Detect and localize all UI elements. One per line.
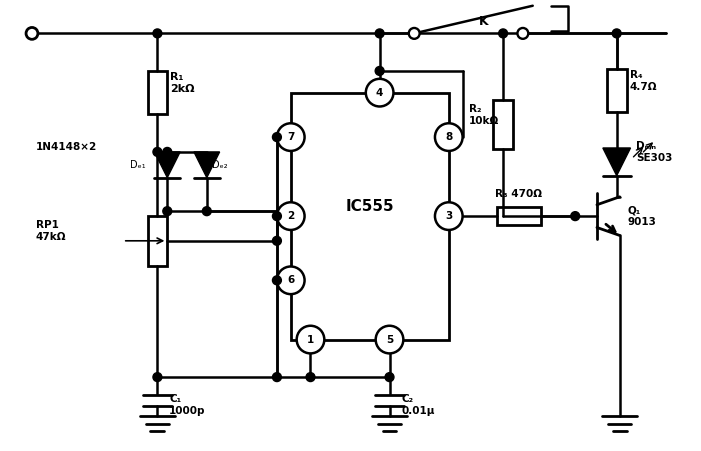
- Circle shape: [163, 147, 172, 156]
- Text: 3: 3: [445, 211, 452, 221]
- Circle shape: [273, 212, 281, 221]
- Text: 1N4148×2: 1N4148×2: [36, 142, 97, 152]
- Text: C₂
0.01μ: C₂ 0.01μ: [402, 395, 435, 416]
- Text: 8: 8: [445, 132, 452, 142]
- Text: R₂
10kΩ: R₂ 10kΩ: [468, 104, 499, 126]
- Circle shape: [277, 267, 304, 294]
- Text: Dₑ₂: Dₑ₂: [212, 160, 227, 170]
- Circle shape: [517, 28, 529, 39]
- Circle shape: [385, 373, 394, 382]
- Circle shape: [273, 133, 281, 142]
- Circle shape: [153, 147, 162, 156]
- Text: 2: 2: [287, 211, 294, 221]
- Circle shape: [435, 202, 463, 230]
- Bar: [291, 92, 449, 340]
- Circle shape: [612, 29, 621, 38]
- Circle shape: [297, 326, 325, 354]
- Text: K: K: [479, 15, 489, 28]
- Text: IC555: IC555: [346, 199, 394, 214]
- Text: Dₘₙ
SE303: Dₘₙ SE303: [637, 141, 673, 163]
- Text: 5: 5: [386, 335, 393, 345]
- Text: RP1
47kΩ: RP1 47kΩ: [36, 220, 67, 242]
- Text: Dₑ₁: Dₑ₁: [130, 160, 146, 170]
- Circle shape: [26, 28, 38, 39]
- Bar: [494, 100, 513, 149]
- Circle shape: [366, 79, 393, 106]
- Text: R₃ 470Ω: R₃ 470Ω: [496, 189, 543, 199]
- Circle shape: [203, 207, 211, 216]
- Circle shape: [273, 373, 281, 382]
- Text: R₁
2kΩ: R₁ 2kΩ: [170, 72, 195, 93]
- Circle shape: [376, 326, 403, 354]
- Circle shape: [571, 212, 580, 221]
- Text: Q₁
9013: Q₁ 9013: [627, 205, 656, 227]
- Circle shape: [277, 123, 304, 151]
- Circle shape: [498, 29, 508, 38]
- Circle shape: [163, 207, 172, 216]
- Circle shape: [273, 236, 281, 245]
- Bar: [497, 207, 540, 225]
- Polygon shape: [603, 148, 630, 175]
- Text: R₄
4.7Ω: R₄ 4.7Ω: [629, 70, 657, 92]
- Text: 1: 1: [307, 335, 314, 345]
- Text: C₁
1000p: C₁ 1000p: [169, 395, 206, 416]
- Text: 6: 6: [287, 275, 294, 285]
- Circle shape: [277, 202, 304, 230]
- Circle shape: [375, 66, 384, 75]
- Circle shape: [153, 29, 162, 38]
- Circle shape: [153, 373, 162, 382]
- Circle shape: [306, 373, 315, 382]
- Text: 4: 4: [376, 87, 383, 98]
- Circle shape: [435, 123, 463, 151]
- Polygon shape: [154, 152, 180, 178]
- Circle shape: [409, 28, 420, 39]
- Bar: [147, 216, 168, 266]
- Polygon shape: [194, 152, 219, 178]
- Circle shape: [375, 29, 384, 38]
- Text: 7: 7: [287, 132, 294, 142]
- Bar: [147, 71, 168, 115]
- Circle shape: [273, 276, 281, 285]
- Bar: [607, 69, 627, 112]
